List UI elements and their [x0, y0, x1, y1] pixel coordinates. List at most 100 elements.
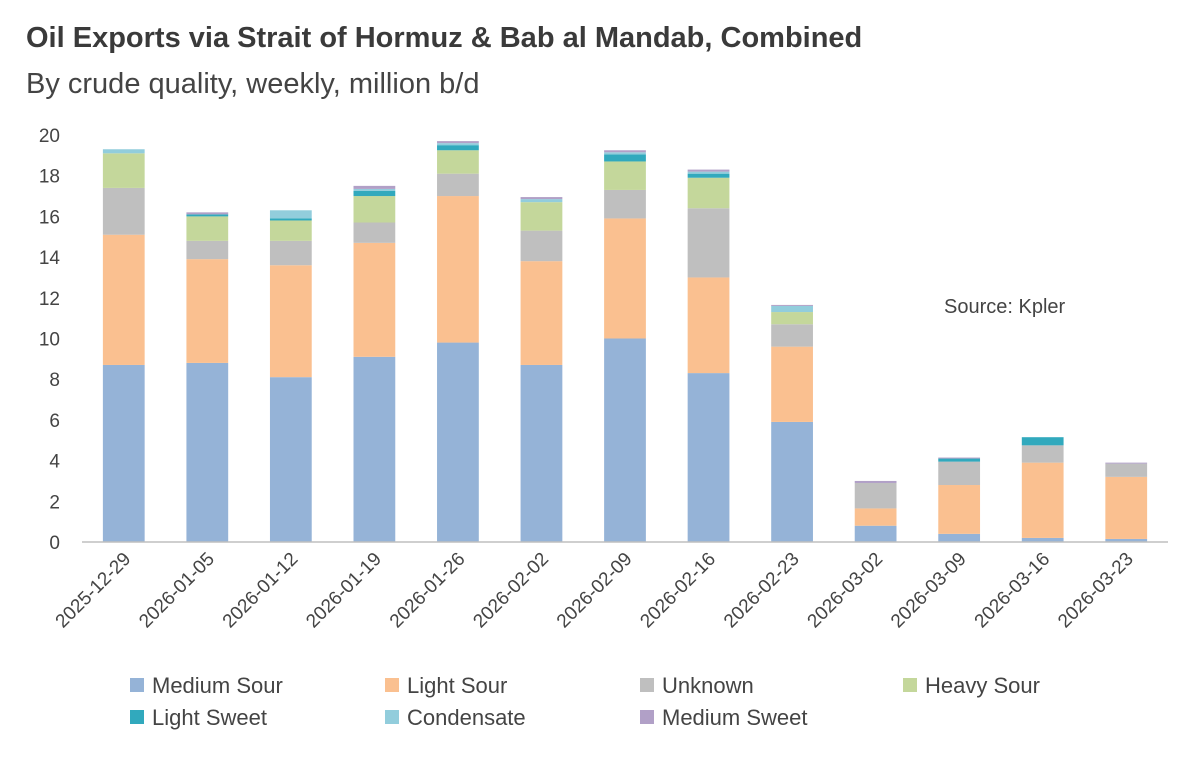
bar-segment: [687, 277, 730, 374]
bar-segment: [771, 324, 813, 347]
bar-segment: [186, 216, 229, 241]
bar-segment: [1105, 538, 1148, 542]
chart-subtitle: By crude quality, weekly, million b/d: [26, 68, 480, 100]
x-tick-label: 2026-02-23: [720, 549, 804, 633]
x-tick-label: 2026-03-02: [804, 549, 888, 633]
bar-segment: [353, 185, 396, 189]
x-tick-label: 2026-02-02: [469, 549, 553, 633]
x-tick-label: 2026-01-05: [135, 549, 219, 633]
legend-label: Heavy Sour: [925, 673, 1040, 698]
bar-segment: [938, 458, 981, 462]
y-axis: 0 2 4 6 8 10 12 14 16 18 20: [39, 126, 61, 554]
bar-segment: [1105, 462, 1148, 464]
bar-segment: [938, 461, 981, 486]
bar-segment: [269, 377, 312, 542]
bar-segment: [102, 234, 145, 365]
bar-segment: [771, 346, 813, 422]
bar-segment: [269, 240, 312, 266]
y-tick-label: 12: [39, 289, 60, 310]
legend-label: Light Sour: [407, 673, 507, 698]
bar-segment: [186, 259, 229, 363]
bar-segment: [687, 208, 730, 278]
x-tick-label: 2026-02-16: [636, 549, 720, 633]
legend-label: Unknown: [662, 673, 754, 698]
bar-segment: [771, 312, 813, 325]
bar-segment: [854, 508, 897, 526]
bar-segment: [1021, 437, 1064, 446]
bar-segment: [437, 143, 479, 146]
bar-segment: [353, 242, 396, 357]
bars-group: [102, 141, 1148, 542]
bar-segment: [520, 202, 563, 231]
x-tick-label: 2026-01-26: [386, 549, 470, 633]
bar-segment: [854, 482, 897, 509]
bar-segment: [102, 187, 145, 235]
bar-segment: [771, 421, 813, 542]
bar-segment: [687, 173, 730, 178]
legend-swatch: [640, 710, 654, 724]
source-annotation: Source: Kpler: [944, 296, 1066, 318]
bar-segment: [186, 214, 229, 217]
bar-segment: [437, 141, 479, 144]
bar-segment: [604, 338, 646, 542]
x-tick-label: 2026-03-16: [971, 549, 1055, 633]
bar-segment: [604, 154, 646, 162]
bar-segment: [102, 364, 145, 542]
bar-segment: [353, 190, 396, 197]
y-tick-label: 14: [39, 248, 61, 269]
y-tick-label: 16: [39, 207, 60, 228]
legend: Medium Sour Light Sour Unknown Heavy Sour Li…: [130, 673, 1040, 730]
y-tick-label: 10: [39, 330, 60, 351]
bar-segment: [1105, 463, 1148, 477]
bar-segment: [687, 171, 730, 174]
bar-segment: [854, 525, 897, 542]
bar-segment: [854, 480, 897, 483]
bar-segment: [186, 212, 229, 215]
bar-segment: [604, 218, 646, 339]
legend-swatch: [385, 678, 399, 692]
legend-swatch: [130, 710, 144, 724]
bar-segment: [1105, 476, 1148, 539]
legend-label: Light Sweet: [152, 705, 267, 730]
x-tick-label: 2026-01-12: [219, 549, 303, 633]
legend-swatch: [385, 710, 399, 724]
bar-segment: [437, 145, 479, 151]
x-tick-label: 2026-03-23: [1054, 549, 1138, 633]
bar-segment: [353, 188, 396, 191]
bar-segment: [437, 173, 479, 197]
bar-segment: [520, 261, 563, 365]
bar-segment: [186, 240, 229, 260]
bar-segment: [1021, 445, 1064, 463]
y-tick-label: 6: [49, 411, 60, 432]
legend-swatch: [130, 678, 144, 692]
bar-segment: [269, 218, 312, 221]
x-tick-label: 2026-01-19: [302, 549, 386, 633]
bar-segment: [1021, 537, 1064, 542]
y-tick-label: 0: [49, 533, 60, 554]
bar-segment: [520, 364, 563, 542]
x-tick-label: 2026-03-09: [887, 549, 971, 633]
bar-segment: [604, 150, 646, 153]
bar-segment: [269, 220, 312, 241]
bar-segment: [687, 373, 730, 542]
bar-segment: [186, 362, 229, 542]
bar-segment: [938, 457, 981, 459]
bar-segment: [353, 222, 396, 243]
bar-segment: [520, 199, 563, 203]
bar-segment: [771, 305, 813, 313]
bar-segment: [687, 177, 730, 209]
legend-label: Medium Sour: [152, 673, 283, 698]
bar-segment: [353, 196, 396, 223]
y-tick-label: 4: [49, 452, 60, 473]
bar-segment: [604, 189, 646, 219]
bar-segment: [437, 150, 479, 174]
legend-swatch: [640, 678, 654, 692]
y-tick-label: 2: [49, 492, 60, 513]
bar-segment: [520, 197, 563, 200]
bar-segment: [102, 153, 145, 188]
legend-swatch: [903, 678, 917, 692]
bar-segment: [353, 356, 396, 542]
x-tick-label: 2025-12-29: [52, 549, 136, 633]
bar-segment: [437, 196, 479, 343]
bar-segment: [437, 342, 479, 542]
